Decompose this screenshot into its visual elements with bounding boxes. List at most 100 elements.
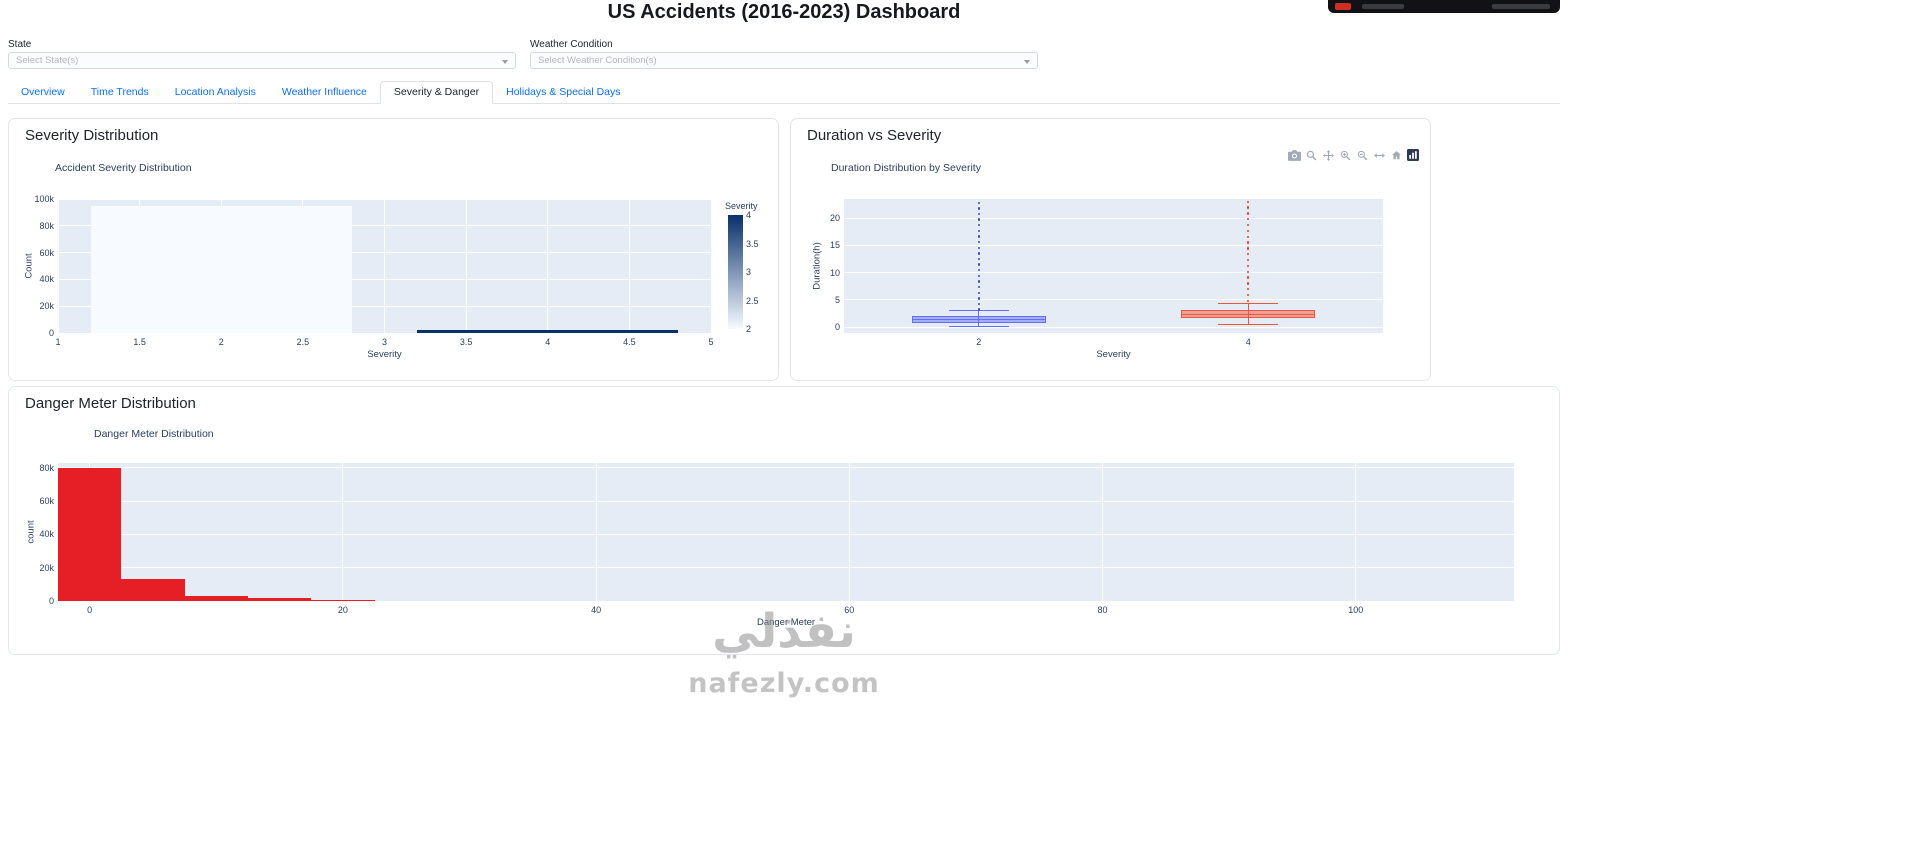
histogram-bar[interactable] (58, 468, 122, 601)
overlay-control[interactable] (1362, 4, 1404, 9)
outlier-point (1247, 270, 1250, 273)
gridline-horizontal (844, 244, 1383, 246)
tab-time-trends[interactable]: Time Trends (90, 86, 149, 98)
severity-histogram-plot-area[interactable] (57, 198, 712, 334)
outlier-point (1247, 235, 1250, 238)
histogram-bar[interactable] (247, 598, 312, 601)
x-axis-title: Danger Meter (756, 617, 816, 628)
card-title: Danger Meter Distribution (25, 395, 196, 412)
y-tick-label: 60k (39, 247, 54, 258)
x-tick-label: 1 (55, 337, 61, 347)
outlier-point (977, 291, 980, 294)
card-title: Severity Distribution (25, 127, 159, 144)
outlier-point (977, 224, 980, 227)
whisker-cap-low (1218, 324, 1279, 326)
plotly-modebar (1287, 149, 1420, 161)
y-tick-label: 80k (39, 220, 54, 231)
state-select[interactable]: Select State(s) (8, 52, 516, 69)
gridline-vertical (57, 199, 59, 333)
y-tick-label: 60k (39, 496, 54, 507)
browser-overlay-widget[interactable] (1328, 0, 1560, 13)
whisker-cap-high (1218, 302, 1279, 304)
overlay-control[interactable] (1492, 4, 1550, 9)
y-tick-label: 40k (39, 529, 54, 540)
outlier-point (977, 285, 980, 289)
outlier-point (1247, 229, 1250, 233)
colorbar-tick-label: 4 (746, 210, 752, 220)
outlier-point (1247, 282, 1250, 285)
tab-weather-influence[interactable]: Weather Influence (281, 86, 367, 98)
gridline-horizontal (844, 299, 1383, 301)
plotly-logo-icon[interactable] (1406, 149, 1420, 161)
outlier-point (1247, 223, 1250, 227)
y-axis-title: Duration(h) (811, 242, 823, 290)
chart-title: Duration Distribution by Severity (831, 162, 981, 174)
colorbar-title: Severity (725, 201, 758, 211)
tab-holidays-special-days[interactable]: Holidays & Special Days (506, 86, 621, 98)
y-axis-title: Count (23, 253, 35, 279)
y-tick-label: 20k (39, 562, 54, 573)
outlier-point (977, 274, 980, 278)
gridline-horizontal (58, 467, 1514, 469)
gridline-vertical (1102, 463, 1104, 601)
histogram-bar[interactable] (311, 599, 375, 601)
card-title: Duration vs Severity (807, 127, 942, 144)
autoscale-icon[interactable] (1372, 149, 1386, 161)
pan-icon[interactable] (1321, 149, 1335, 161)
outlier-point (1247, 264, 1250, 268)
whisker-cap-low (948, 325, 1009, 327)
outlier-point (1247, 241, 1250, 244)
outlier-point (1247, 206, 1250, 209)
x-tick-label: 4 (545, 337, 551, 347)
outlier-point (977, 257, 980, 261)
gridline-vertical (628, 199, 630, 333)
tab-location-analysis[interactable]: Location Analysis (174, 86, 256, 98)
zoom-icon[interactable] (1304, 149, 1318, 161)
outlier-point (1247, 247, 1250, 250)
x-tick-label: 4 (1245, 337, 1251, 347)
gridline-horizontal (58, 533, 1514, 535)
gridline-vertical (848, 463, 850, 601)
box-rect[interactable] (911, 315, 1046, 324)
x-tick-label: 60 (844, 605, 855, 615)
y-tick-label: 20 (829, 213, 840, 224)
outlier-point (977, 263, 980, 266)
gridline-horizontal (58, 600, 1514, 602)
duration-box-plot-area[interactable] (844, 199, 1383, 333)
weather-select[interactable]: Select Weather Condition(s) (530, 52, 1038, 69)
x-tick-label: 2.5 (296, 337, 310, 347)
outlier-point (977, 297, 980, 300)
chevron-down-icon[interactable] (502, 60, 508, 64)
colorbar-tick-label: 2.5 (746, 295, 759, 306)
histogram-bar[interactable] (90, 205, 352, 333)
x-tick-label: 2 (218, 337, 224, 347)
outlier-point (977, 240, 980, 244)
outlier-point (977, 280, 980, 283)
danger-meter-card: Danger Meter Distribution 0 20k 40k 60k 80k 0… (8, 386, 1560, 655)
outlier-point (977, 207, 980, 210)
duration-box-chart: 0 5 10 15 20 Duration Distribution by Severit… (791, 119, 1430, 380)
reset-axes-icon[interactable] (1389, 149, 1403, 161)
danger-histogram-plot-area[interactable] (58, 463, 1514, 602)
camera-icon[interactable] (1287, 149, 1301, 161)
record-icon (1335, 3, 1351, 10)
histogram-bar[interactable] (121, 579, 185, 601)
gridline-horizontal (58, 567, 1514, 569)
x-tick-label: 5 (708, 337, 714, 347)
zoom-out-icon[interactable] (1355, 149, 1369, 161)
outlier-point (977, 246, 980, 249)
gridline-horizontal (844, 272, 1383, 274)
outlier-point (977, 308, 980, 311)
chevron-down-icon[interactable] (1024, 60, 1030, 64)
chart-title: Accident Severity Distribution (55, 162, 192, 174)
x-axis-title: Severity (1096, 349, 1131, 360)
state-select-placeholder: Select State(s) (16, 55, 79, 66)
histogram-bar[interactable] (184, 595, 248, 601)
histogram-bar[interactable] (417, 330, 679, 333)
outlier-point (1247, 299, 1250, 303)
zoom-in-icon[interactable] (1338, 149, 1352, 161)
outlier-point (977, 302, 980, 306)
tab-overview[interactable]: Overview (21, 86, 65, 98)
tab-severity-danger[interactable]: Severity & Danger (379, 81, 494, 104)
outlier-point (977, 235, 980, 238)
